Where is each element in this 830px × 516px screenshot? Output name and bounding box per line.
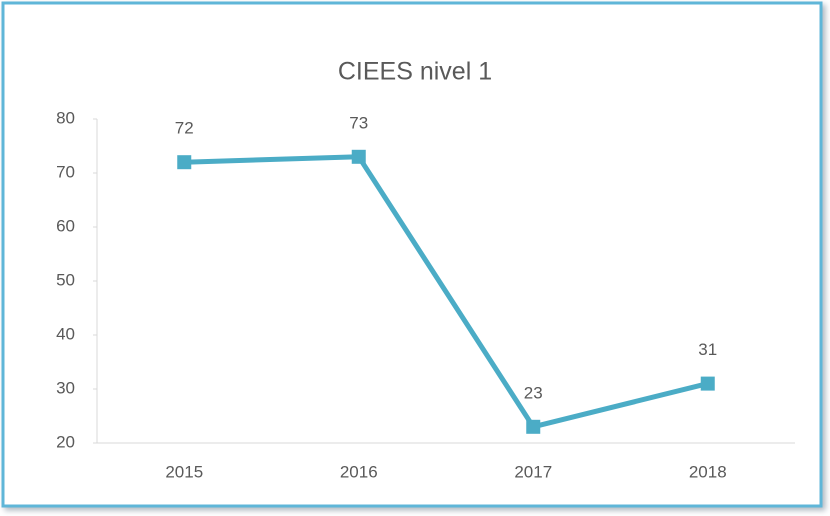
data-point: [526, 419, 541, 434]
y-tick-label: 50: [56, 270, 75, 289]
y-tick-label: 40: [56, 324, 75, 343]
chart-title: CIEES nivel 1: [338, 58, 492, 86]
data-label: 23: [524, 383, 543, 402]
data-line: [184, 154, 709, 430]
y-tick-label: 80: [56, 108, 75, 127]
y-tick-label: 30: [56, 378, 75, 397]
x-tick-label: 2016: [340, 462, 378, 481]
x-tick-label: 2018: [689, 462, 727, 481]
data-point: [351, 149, 366, 164]
chart-frame: [1, 1, 823, 508]
x-tick-label: 2015: [165, 462, 203, 481]
data-point: [700, 376, 715, 391]
y-tick-label: 20: [56, 432, 75, 451]
x-tick-label: 2017: [514, 462, 552, 481]
data-point: [177, 155, 192, 170]
data-label: 31: [698, 340, 717, 359]
y-tick-label: 70: [56, 162, 75, 181]
data-label: 72: [175, 119, 194, 138]
data-label: 73: [349, 113, 368, 132]
y-tick-label: 60: [56, 216, 75, 235]
